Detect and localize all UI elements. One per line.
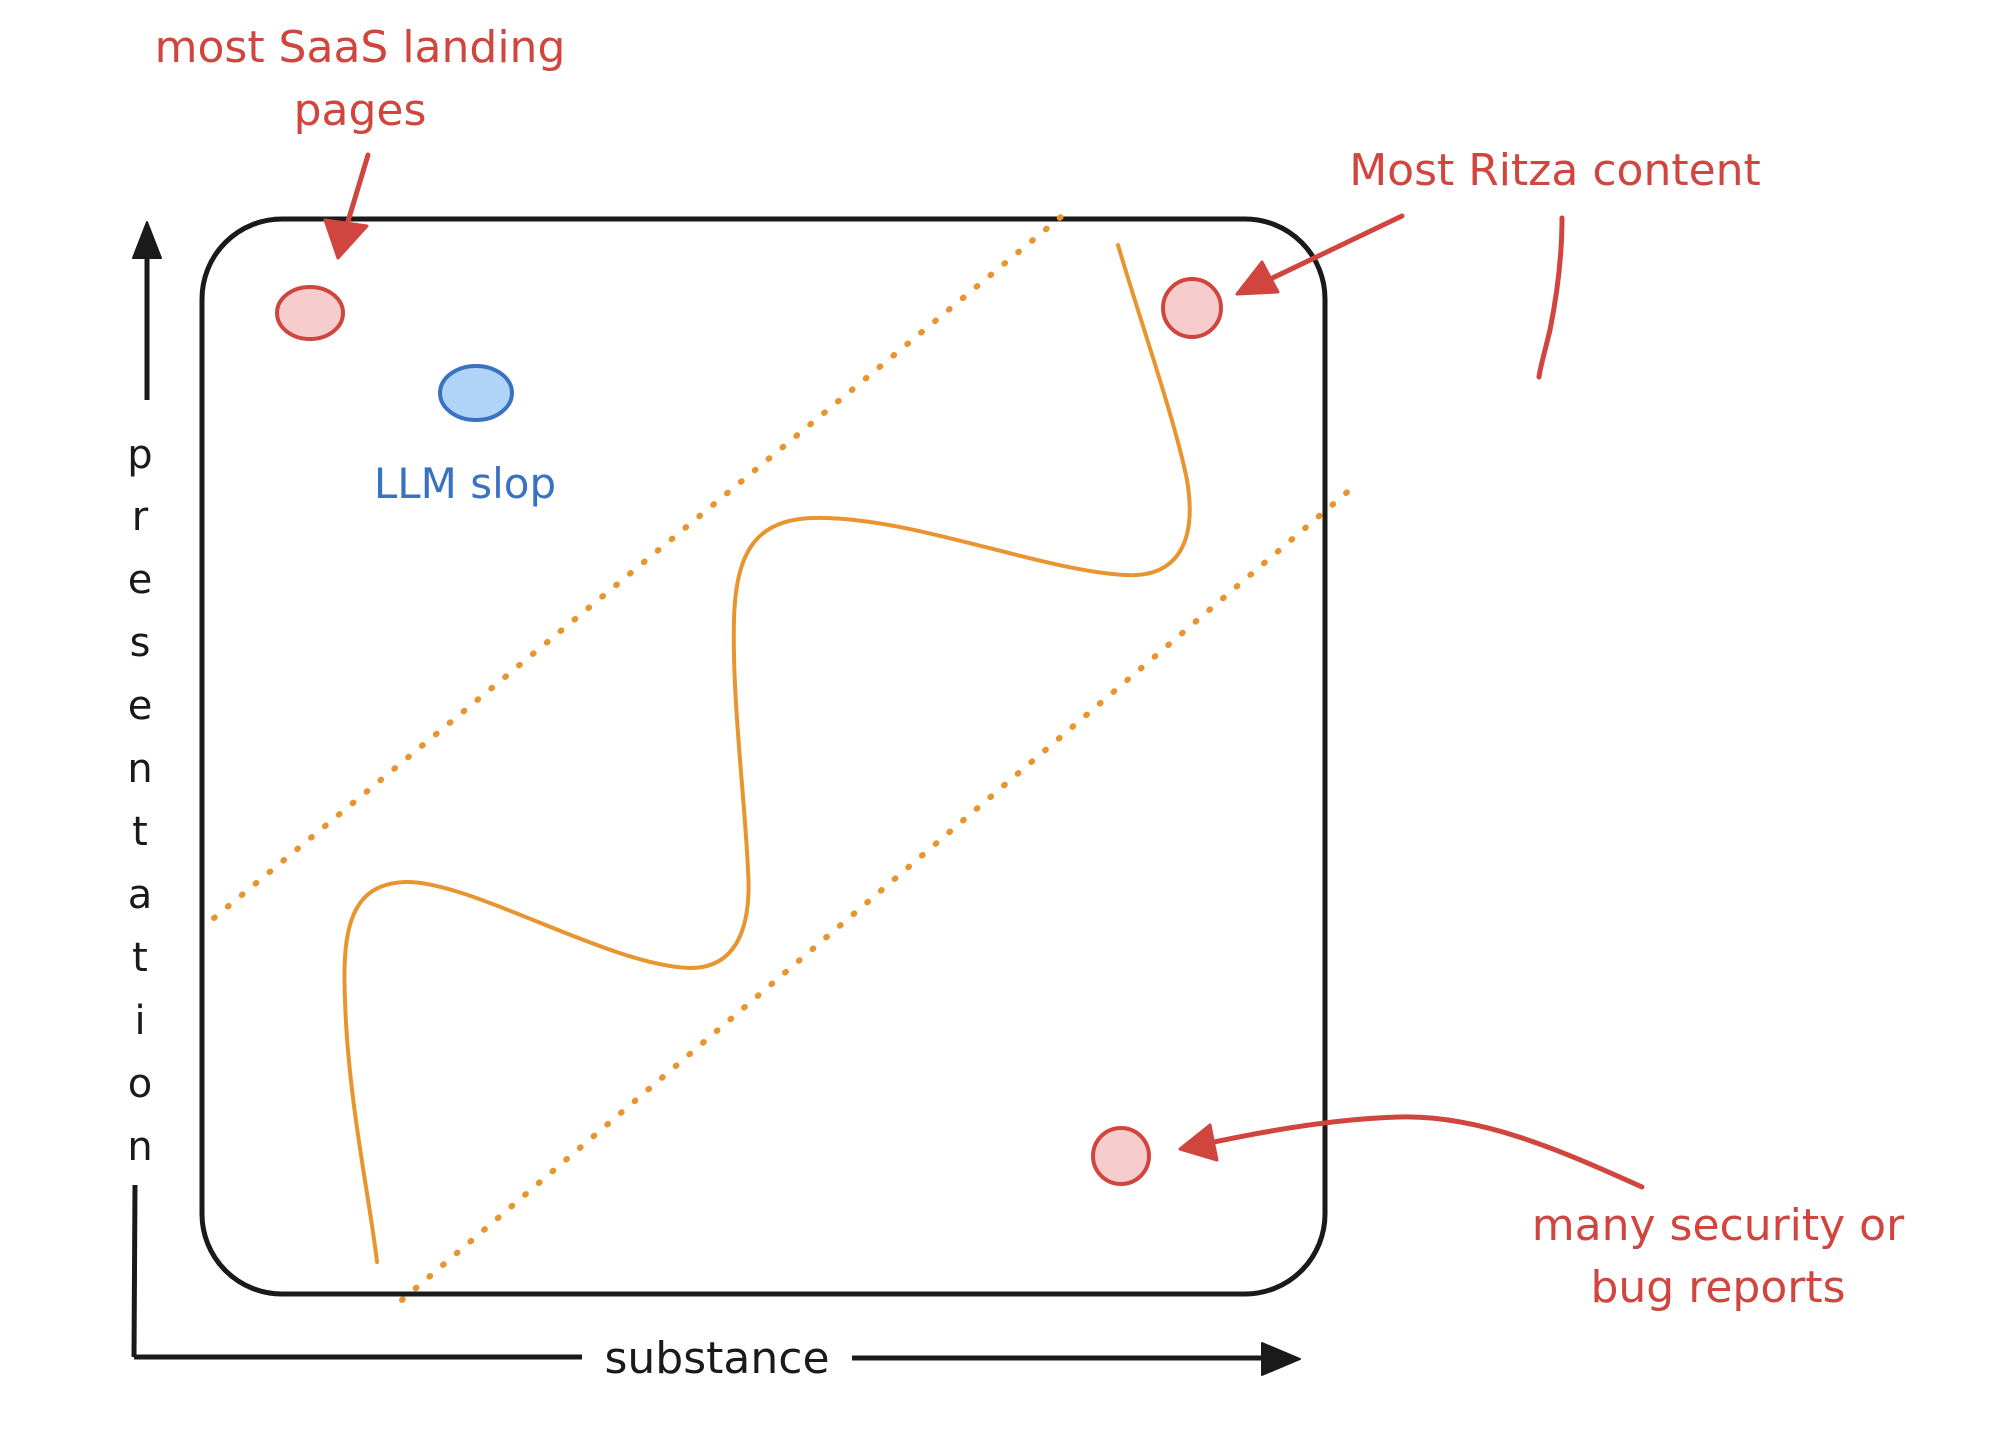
svg-text:n: n [127,1124,152,1170]
x-axis [134,1342,1301,1376]
ritza-label: Most Ritza content [1349,145,1761,196]
svg-text:n: n [127,746,152,792]
svg-text:a: a [128,872,153,918]
quadrant-frame [199,216,1328,1297]
svg-text:r: r [132,494,149,540]
svg-text:e: e [128,557,153,603]
point-ritza-content [1161,277,1223,339]
saas-arrow [323,152,371,260]
point-llm-slop [438,364,514,422]
ritza-squiggle [1536,215,1565,380]
ritza-arrow [1235,213,1405,296]
y-axis-label: p r e s e n t a t i o n [127,432,152,1170]
svg-text:t: t [132,935,148,981]
x-axis-arrowhead [1261,1342,1301,1376]
saas-label-line2: pages [294,85,427,136]
svg-text:i: i [134,998,145,1044]
llm-slop-label: LLM slop [374,459,556,508]
reports-label-line1: many security or [1532,1200,1905,1251]
svg-text:p: p [127,432,152,478]
point-security-bug-reports [1091,1126,1151,1186]
svg-text:s: s [130,620,151,666]
y-axis [131,221,162,1358]
saas-label-line1: most SaaS landing [155,22,566,73]
point-saas-landing-pages [275,285,345,341]
svg-text:e: e [128,683,153,729]
reports-arrow [1178,1114,1645,1190]
x-axis-label: substance [604,1333,829,1384]
y-axis-arrowhead [132,221,162,259]
svg-text:t: t [132,809,148,855]
upper-dotted-boundary [211,213,1065,921]
orange-s-curve [342,243,1192,1264]
reports-label-line2: bug reports [1590,1262,1845,1313]
svg-text:o: o [128,1061,152,1107]
lower-dotted-boundary [399,485,1355,1303]
